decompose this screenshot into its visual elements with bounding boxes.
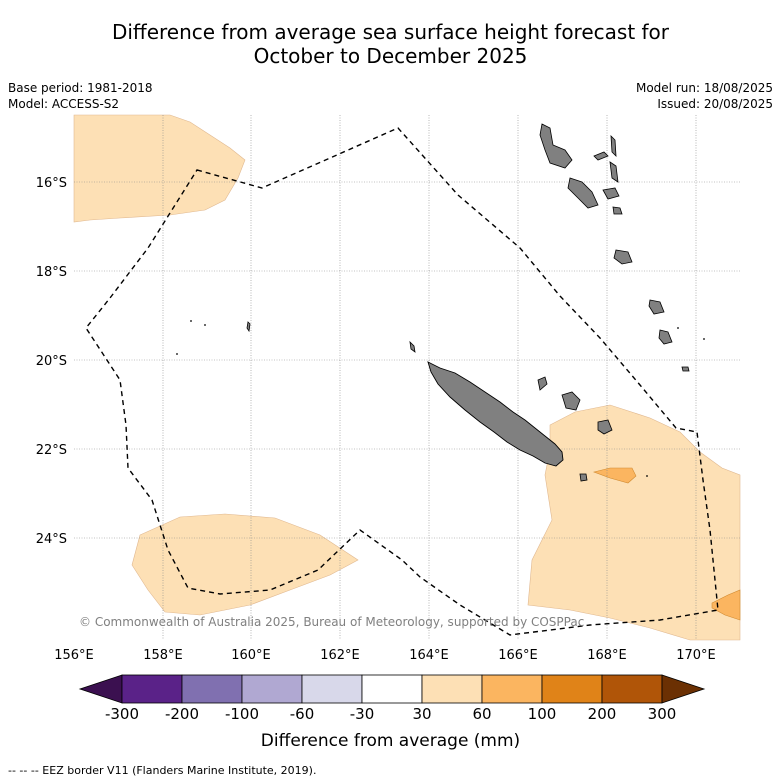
vanuatu-tanna <box>658 329 673 345</box>
colorbar-tick: -100 <box>224 705 260 723</box>
eez-legend-footer: -- -- -- EEZ border V11 (Flanders Marine… <box>8 764 317 777</box>
vanuatu-pentecost <box>609 161 619 183</box>
eez-border-line <box>85 127 719 636</box>
colorbar-tick: -60 <box>289 705 315 723</box>
colorbar-segment <box>181 674 243 704</box>
anomaly-patch-southwest <box>131 513 359 616</box>
anomaly-patch-northwest <box>73 114 246 223</box>
map-title-line2: October to December 2025 <box>253 44 528 68</box>
vanuatu-erromango <box>648 299 665 315</box>
lat-label-18s: 18°S <box>36 265 67 280</box>
isle-of-pines <box>579 473 588 482</box>
lon-label-156e: 156°E <box>54 648 94 663</box>
colorbar-segment <box>421 674 483 704</box>
reef-dot <box>176 353 178 355</box>
colorbar-tick: 30 <box>412 705 432 723</box>
reef-dot <box>190 320 192 322</box>
vanuatu-espiritu-santo <box>539 123 573 169</box>
anomaly-patch-strong-1 <box>592 467 637 484</box>
lon-label-158e: 158°E <box>143 648 183 663</box>
loyalty-island-mare <box>597 419 613 435</box>
model-run: Model run: 18/08/2025 <box>635 81 773 95</box>
colorbar-high-extension <box>661 674 706 704</box>
colorbar-tick: 60 <box>472 705 492 723</box>
vanuatu-malekula <box>567 177 599 209</box>
reef-dot <box>677 327 679 329</box>
vanuatu-maewo <box>610 134 617 158</box>
colorbar-segment <box>481 674 543 704</box>
vanuatu-ambrym <box>602 187 620 200</box>
chesterfield-islet <box>246 321 251 333</box>
base-period: Base period: 1981-2018 <box>8 81 153 95</box>
lat-label-20s: 20°S <box>36 354 67 369</box>
colorbar-segment <box>121 674 183 704</box>
copyright-notice: © Commonwealth of Australia 2025, Bureau… <box>79 615 585 629</box>
lat-label-24s: 24°S <box>36 532 67 547</box>
vanuatu-efate <box>613 249 633 265</box>
reef-dot <box>703 338 705 340</box>
loyalty-island-lifou <box>561 391 581 411</box>
lat-label-16s: 16°S <box>36 176 67 191</box>
colorbar-tick: -200 <box>164 705 200 723</box>
colorbar-label: Difference from average (mm) <box>260 731 521 751</box>
colorbar-tick: 100 <box>527 705 557 723</box>
lon-label-168e: 168°E <box>587 648 627 663</box>
colorbar-tick: 300 <box>647 705 677 723</box>
belep-islands <box>409 340 416 353</box>
colorbar-segment <box>541 674 603 704</box>
anomaly-patch-strong-2 <box>711 589 741 621</box>
loyalty-island-ouvea <box>537 376 548 391</box>
colorbar-segment <box>241 674 303 704</box>
colorbar-tick: -30 <box>349 705 375 723</box>
model-name: Model: ACCESS-S2 <box>8 97 120 111</box>
lat-label-22s: 22°S <box>36 443 67 458</box>
colorbar-segment <box>361 674 423 704</box>
colorbar-tick: 200 <box>587 705 617 723</box>
issued-date: Issued: 20/08/2025 <box>657 97 773 111</box>
lon-label-162e: 162°E <box>320 648 360 663</box>
new-caledonia-island <box>427 361 564 467</box>
vanuatu-ambae <box>593 151 609 161</box>
colorbar-tick: -300 <box>104 705 140 723</box>
vanuatu-aneityum <box>681 366 690 372</box>
colorbar-segment <box>601 674 663 704</box>
reef-dot <box>646 475 648 477</box>
lon-label-164e: 164°E <box>409 648 449 663</box>
lon-label-166e: 166°E <box>498 648 538 663</box>
colorbar <box>78 674 706 704</box>
lon-label-160e: 160°E <box>231 648 271 663</box>
anomaly-patch-southeast <box>527 404 741 641</box>
map-title-line1: Difference from average sea surface heig… <box>111 20 670 44</box>
graticule <box>74 115 740 640</box>
lon-label-170e: 170°E <box>676 648 716 663</box>
reef-dot <box>204 324 206 326</box>
colorbar-segment <box>301 674 363 704</box>
vanuatu-epi <box>612 206 623 215</box>
colorbar-low-extension <box>78 674 123 704</box>
